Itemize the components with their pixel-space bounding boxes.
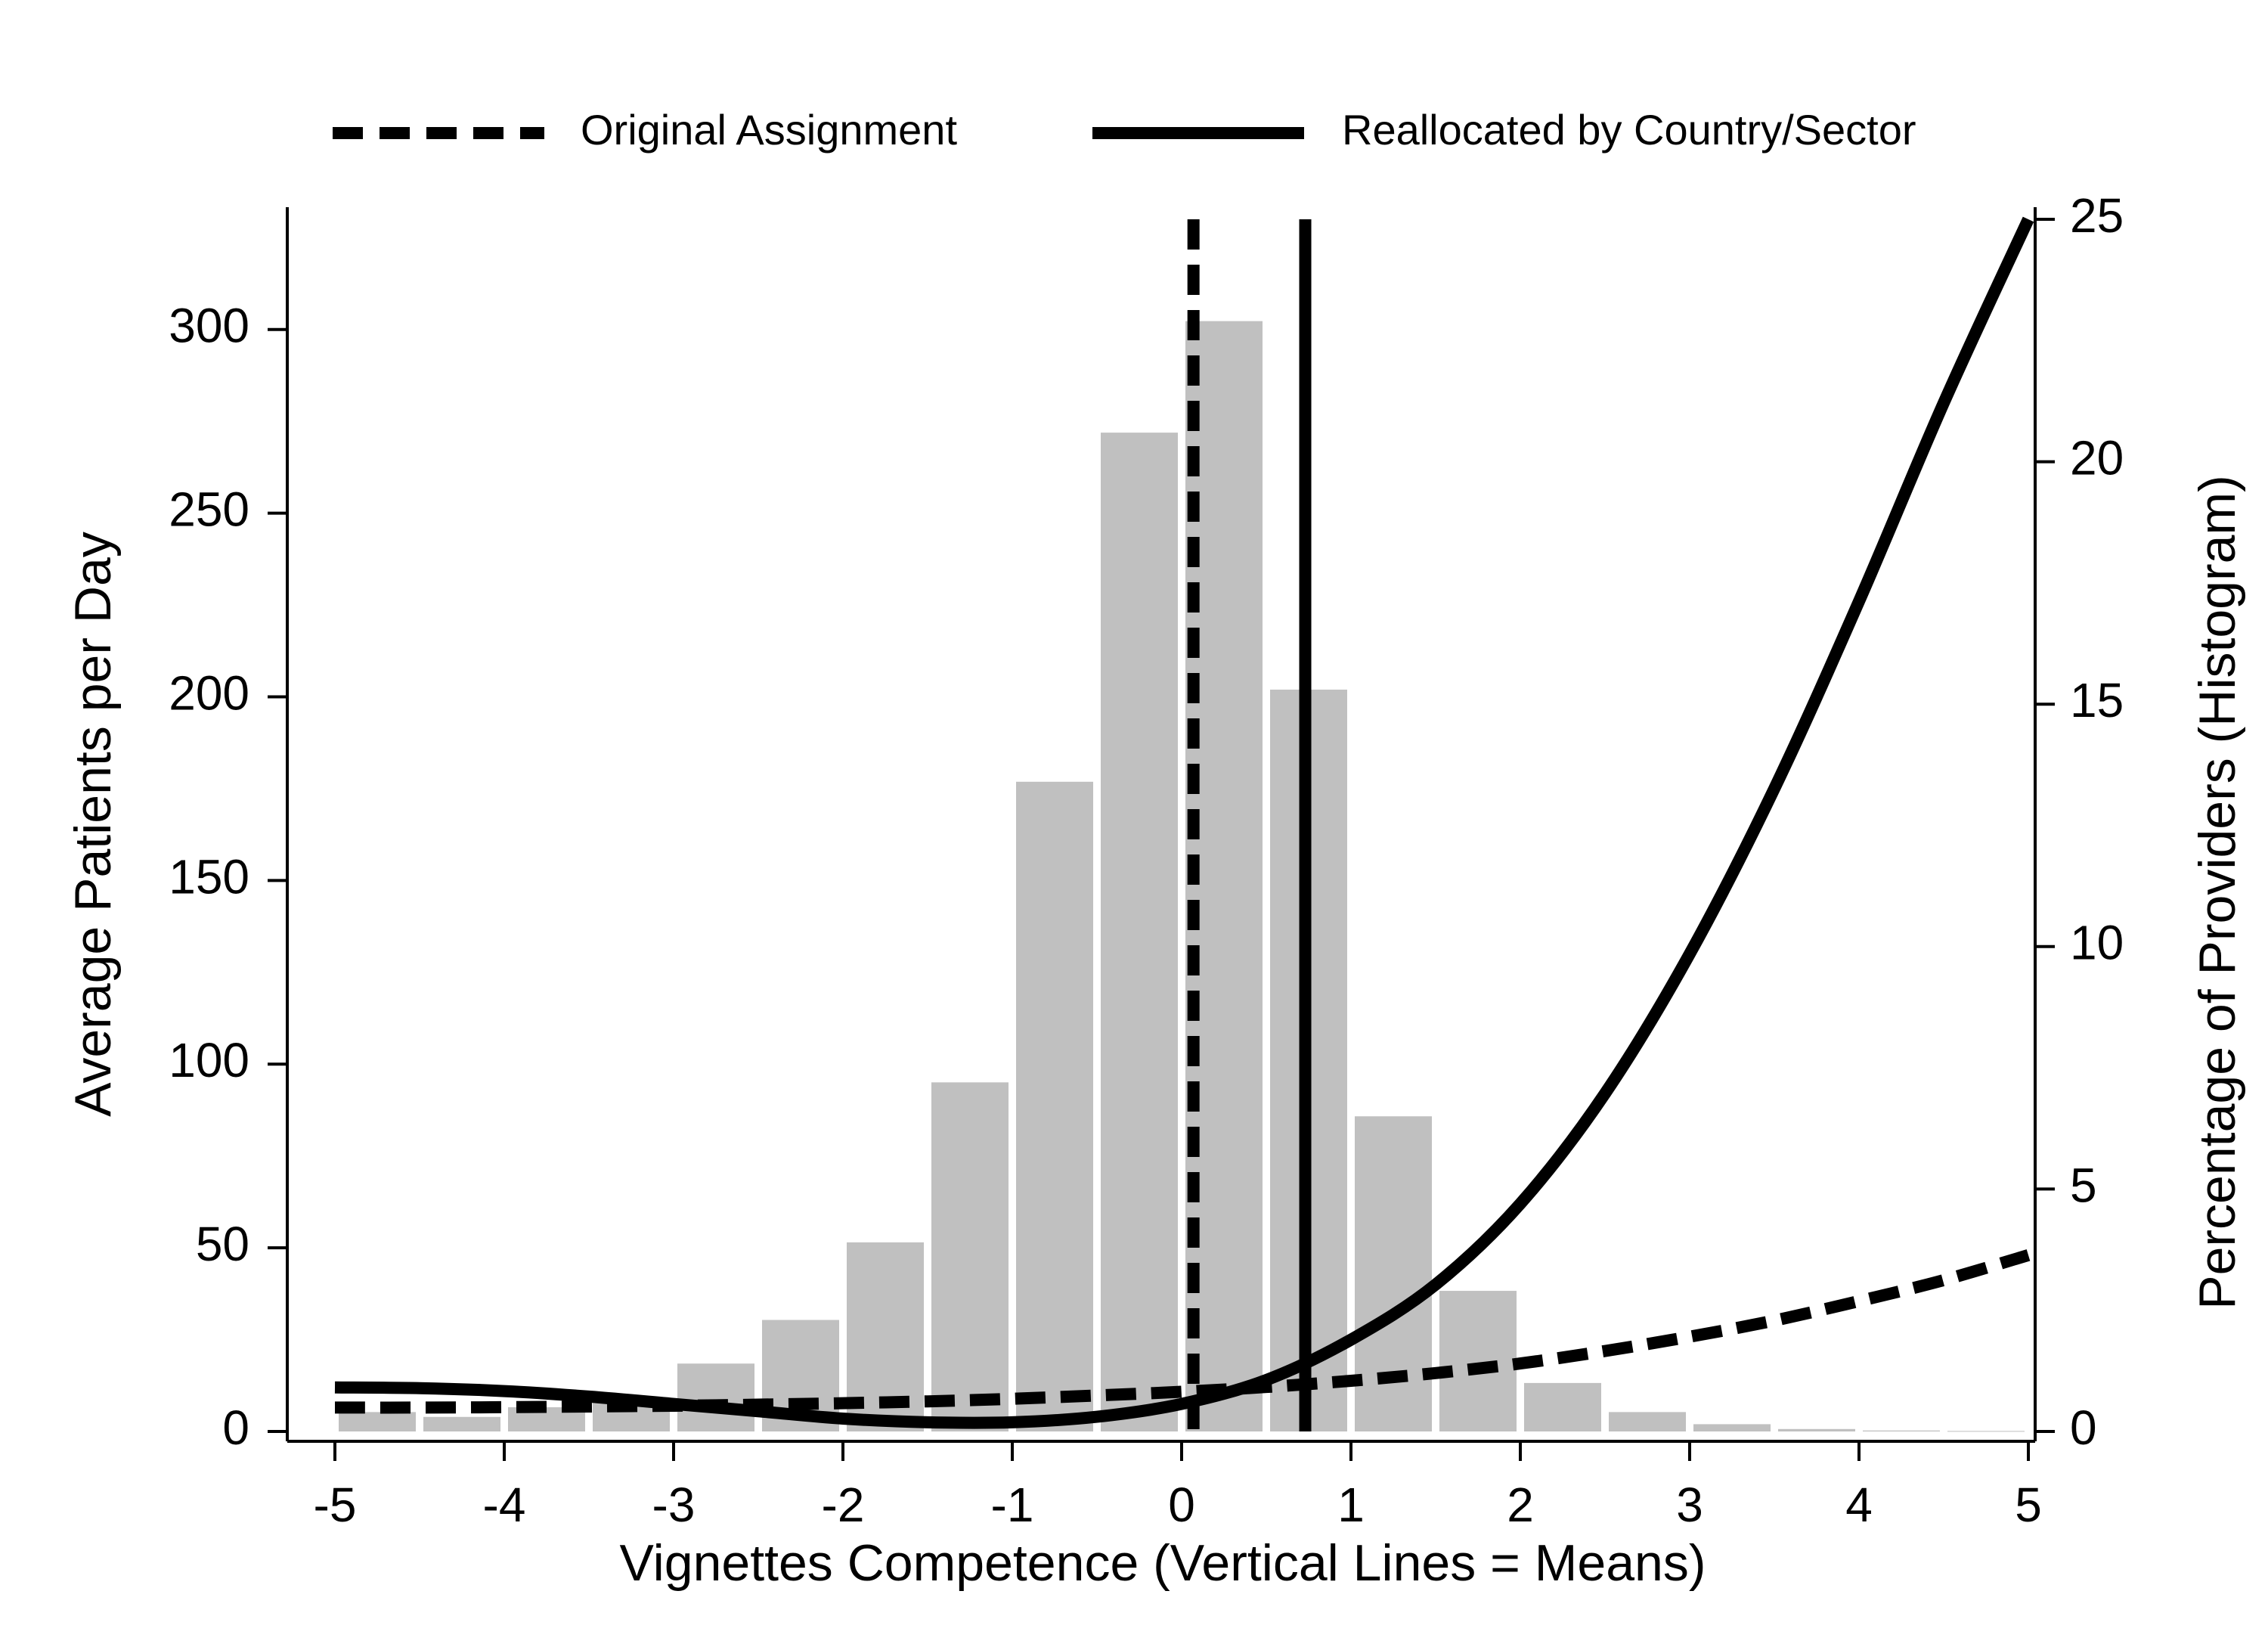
histogram-bar (1778, 1428, 1855, 1431)
x-tick-label: -2 (822, 1478, 865, 1532)
x-tick-label: -5 (314, 1478, 357, 1532)
y2-tick-label: 0 (2070, 1400, 2097, 1455)
x-tick-label: 5 (2015, 1478, 2042, 1532)
legend-label-reallocated: Reallocated by Country/Sector (1342, 106, 1916, 154)
x-tick-label: -1 (991, 1478, 1034, 1532)
curve-reallocated (334, 216, 2034, 1429)
histogram-bar (1101, 433, 1178, 1432)
histogram-bar (1016, 781, 1093, 1431)
y2-axis-title: Percentage of Providers (Histogram) (2189, 475, 2246, 1310)
x-tick-label: -4 (483, 1478, 526, 1532)
y-tick-label: 0 (222, 1400, 249, 1455)
y2-tick-label: 5 (2070, 1158, 2097, 1212)
axes (286, 207, 2037, 1443)
histogram-bar (423, 1416, 500, 1431)
histogram-bar (1439, 1291, 1517, 1431)
ticks: -5 -4 -3 -2 -1 0 1 2 3 4 5050100150200250300051015… (169, 188, 2124, 1532)
histogram-bar (339, 1412, 416, 1431)
histogram-bar (1693, 1424, 1771, 1431)
y-tick-label: 100 (169, 1033, 249, 1087)
histogram-bar (1609, 1412, 1686, 1431)
y-tick-label: 150 (169, 849, 249, 904)
y2-tick-label: 15 (2070, 673, 2124, 727)
legend-label-original: Original Assignment (581, 106, 957, 154)
y-tick-label: 200 (169, 665, 249, 720)
y-tick-label: 50 (196, 1217, 249, 1271)
y2-tick-label: 20 (2070, 431, 2124, 485)
histogram-bar (677, 1363, 754, 1431)
histogram-bar (931, 1082, 1009, 1431)
curves (334, 216, 2034, 1429)
x-tick-label: 2 (1507, 1478, 1534, 1532)
y-axis-title: Average Patients per Day (64, 532, 122, 1117)
histogram-bars (339, 321, 2025, 1432)
mean-lines (1187, 219, 1312, 1431)
y-tick-label: 250 (169, 482, 249, 537)
y2-tick-label: 10 (2070, 916, 2124, 970)
x-tick-label: -3 (652, 1478, 696, 1532)
y-tick-label: 300 (169, 299, 249, 353)
x-tick-label: 0 (1168, 1478, 1195, 1532)
curve-original (334, 1249, 2031, 1414)
legend: Original Assignment Reallocated by Count… (333, 106, 1916, 154)
histogram-bar (1355, 1116, 1432, 1431)
histogram-bar (1524, 1382, 1601, 1431)
x-axis-title: Vignettes Competence (Vertical Lines = M… (620, 1534, 1706, 1592)
y2-tick-label: 25 (2070, 188, 2124, 243)
x-tick-label: 4 (1845, 1478, 1873, 1532)
x-tick-label: 1 (1337, 1478, 1365, 1532)
x-tick-label: 3 (1676, 1478, 1703, 1532)
